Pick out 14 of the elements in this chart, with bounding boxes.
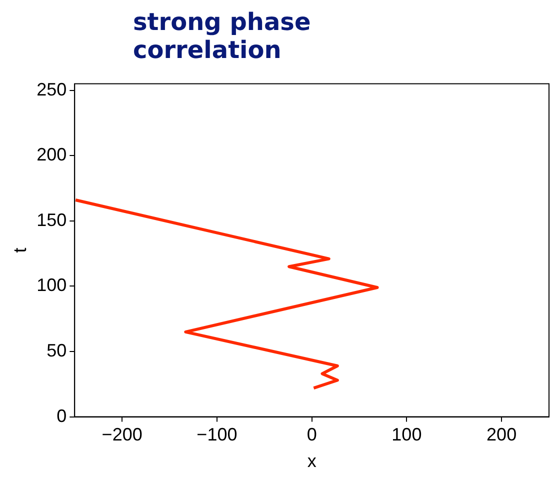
y-tick-label: 150 <box>36 210 67 230</box>
x-tick-label: −100 <box>196 424 238 445</box>
x-tick-label: 200 <box>486 424 517 445</box>
y-tick-label: 50 <box>46 340 67 360</box>
y-tick-label: 250 <box>36 79 67 100</box>
x-tick-label: 100 <box>392 424 422 445</box>
y-tick-label: 0 <box>56 406 67 426</box>
x-tick-label: −200 <box>102 424 142 445</box>
y-tick-label: 100 <box>36 275 67 296</box>
y-axis-title: t <box>10 248 30 253</box>
x-axis-title: x <box>307 451 316 472</box>
y-tick-label: 200 <box>36 144 67 165</box>
x-tick-label: 0 <box>306 424 317 445</box>
chart-title: strong phase correlation <box>133 8 312 66</box>
